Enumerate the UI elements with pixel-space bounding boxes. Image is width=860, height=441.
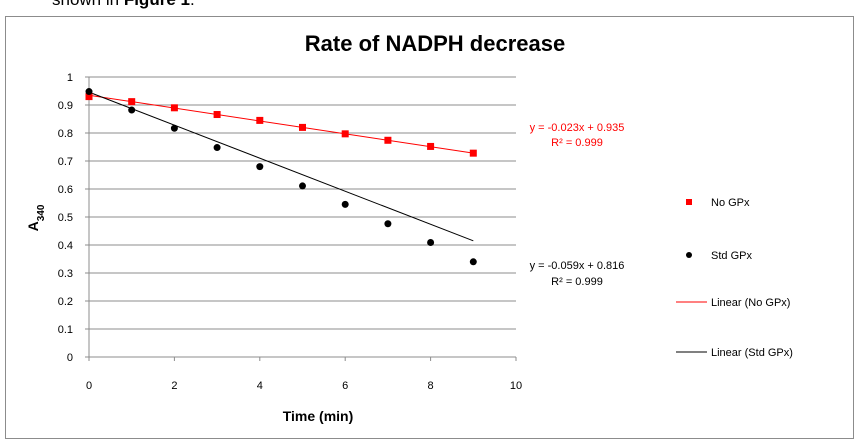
legend-item-std-gpx-label: Std GPx bbox=[711, 250, 752, 262]
trendline-equations: y = -0.023x + 0.935 R² = 0.999 y = -0.059x… bbox=[530, 122, 625, 288]
point-no-gpx-2 bbox=[170, 104, 178, 112]
y-tick-label-10: 1 bbox=[67, 72, 73, 84]
point-std-gpx-5 bbox=[299, 182, 306, 190]
point-std-gpx-7 bbox=[384, 220, 392, 228]
y-tick-label-0: 0 bbox=[67, 352, 73, 364]
trendline-no-gpx bbox=[88, 94, 474, 154]
point-std-gpx-1 bbox=[128, 106, 136, 114]
caption-prefix: shown in bbox=[52, 0, 124, 9]
point-no-gpx-8 bbox=[427, 142, 435, 150]
y-tick-label-5: 0.5 bbox=[58, 212, 73, 224]
y-axis-title-sub: 340 bbox=[36, 204, 47, 221]
point-no-gpx-4 bbox=[256, 116, 264, 124]
caption-figure-ref: Figure 1 bbox=[124, 0, 190, 9]
data-points bbox=[85, 88, 477, 266]
point-no-gpx-5 bbox=[299, 123, 306, 131]
y-tick-label-3: 0.3 bbox=[58, 268, 73, 280]
y-axis-title-main: A bbox=[25, 221, 41, 231]
trendlines bbox=[88, 91, 474, 242]
point-no-gpx-9 bbox=[469, 149, 477, 157]
x-tick-label-2: 4 bbox=[257, 380, 263, 392]
equation-no-gpx: y = -0.023x + 0.935 bbox=[530, 122, 625, 134]
legend-item-no-gpx-marker bbox=[686, 199, 692, 205]
legend-item-linear-no-gpx-label: Linear (No GPx) bbox=[711, 297, 790, 309]
point-std-gpx-3 bbox=[213, 144, 221, 152]
legend-item-std-gpx-marker bbox=[686, 252, 692, 258]
legend: No GPx Std GPx Linear (No GPx) Linear (Std … bbox=[676, 197, 793, 359]
point-std-gpx-0 bbox=[85, 88, 93, 96]
y-tick-label-6: 0.6 bbox=[58, 184, 73, 196]
axes bbox=[85, 76, 517, 361]
y-tick-label-9: 0.9 bbox=[58, 100, 73, 112]
y-tick-labels: 0 0.1 0.2 0.3 0.4 0.5 0.6 0.7 0.8 0.9 1 bbox=[58, 72, 73, 364]
point-std-gpx-6 bbox=[341, 200, 349, 208]
point-no-gpx-3 bbox=[213, 111, 221, 119]
chart-frame bbox=[5, 16, 854, 439]
point-no-gpx-1 bbox=[128, 98, 136, 106]
x-axis-title: Time (min) bbox=[283, 408, 354, 424]
x-tick-label-5: 10 bbox=[510, 380, 522, 392]
x-tick-label-4: 8 bbox=[428, 380, 434, 392]
x-tick-label-0: 0 bbox=[86, 380, 92, 392]
point-no-gpx-6 bbox=[341, 130, 349, 138]
point-no-gpx-0 bbox=[85, 93, 93, 101]
chart-title: Rate of NADPH decrease bbox=[305, 31, 565, 56]
trendline-std-gpx bbox=[88, 91, 474, 242]
x-tick-label-1: 2 bbox=[171, 380, 177, 392]
y-tick-label-1: 0.1 bbox=[58, 324, 73, 336]
r-squared-std-gpx: R² = 0.999 bbox=[551, 276, 603, 288]
y-tick-label-4: 0.4 bbox=[58, 240, 73, 252]
point-no-gpx-7 bbox=[384, 136, 392, 144]
caption-line: shown in Figure 1. bbox=[0, 0, 860, 16]
x-tick-label-3: 6 bbox=[342, 380, 348, 392]
y-tick-label-8: 0.8 bbox=[58, 128, 73, 140]
y-tick-label-7: 0.7 bbox=[58, 156, 73, 168]
point-std-gpx-9 bbox=[469, 258, 477, 266]
y-axis-title: A340 bbox=[25, 204, 47, 231]
point-std-gpx-4 bbox=[256, 163, 264, 171]
legend-item-linear-std-gpx-label: Linear (Std GPx) bbox=[711, 347, 793, 359]
gridlines bbox=[89, 76, 516, 330]
point-std-gpx-2 bbox=[170, 124, 178, 132]
y-tick-label-2: 0.2 bbox=[58, 296, 73, 308]
caption-text: shown in Figure 1. bbox=[52, 0, 195, 10]
legend-item-no-gpx-label: No GPx bbox=[711, 197, 750, 209]
equation-std-gpx: y = -0.059x + 0.816 bbox=[530, 260, 625, 272]
point-std-gpx-8 bbox=[427, 238, 435, 246]
x-tick-labels: 0 2 4 6 8 10 bbox=[86, 380, 522, 392]
caption-suffix: . bbox=[190, 0, 195, 9]
r-squared-no-gpx: R² = 0.999 bbox=[551, 137, 603, 149]
